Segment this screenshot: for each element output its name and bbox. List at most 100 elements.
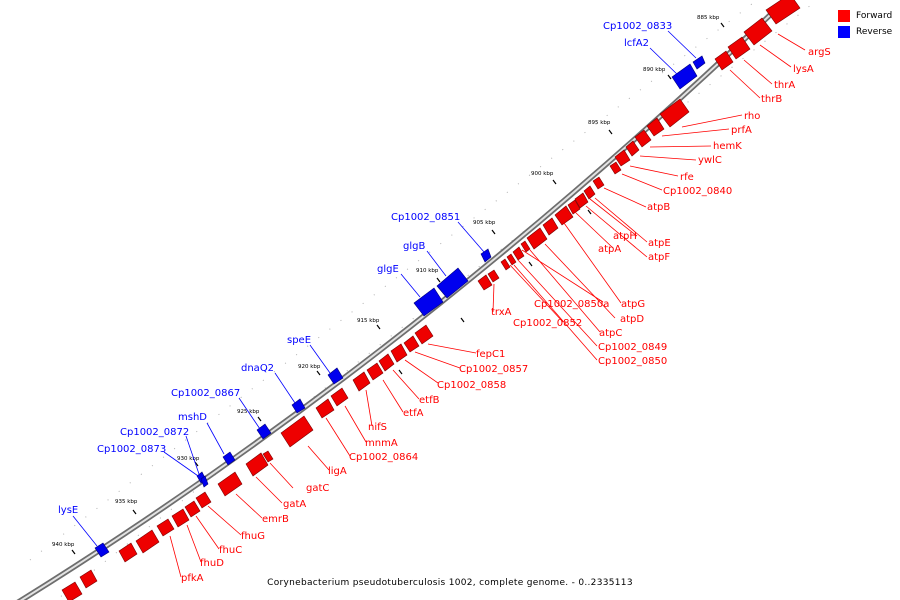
gene-label: ywlC bbox=[698, 155, 722, 166]
forward-gene-labels: argS lysA thrA thrB rho prfA hemK ywlC r… bbox=[181, 47, 831, 584]
reverse-genes bbox=[94, 55, 706, 558]
gene-label: nifS bbox=[368, 422, 387, 433]
gene-label: rfe bbox=[680, 172, 694, 183]
gene-Cp1002_0849[interactable] bbox=[512, 246, 525, 261]
gene-Cp1002_0867[interactable] bbox=[256, 423, 272, 440]
gene-label: atpF bbox=[648, 252, 670, 263]
gene-gatA[interactable] bbox=[245, 452, 269, 477]
gene-label: Cp1002_0850 bbox=[598, 356, 667, 367]
forward-genes bbox=[61, 0, 801, 600]
gene-thrB[interactable] bbox=[714, 50, 734, 71]
gene-atpB[interactable] bbox=[592, 176, 605, 190]
gene-atpA[interactable] bbox=[554, 205, 574, 226]
gene-unlabeled[interactable] bbox=[135, 529, 160, 554]
gene-atpH[interactable] bbox=[567, 199, 581, 215]
gene-glgB[interactable] bbox=[436, 267, 469, 299]
gene-ywlC[interactable] bbox=[625, 140, 640, 157]
gene-Cp1002_0850[interactable] bbox=[506, 253, 517, 266]
gene-fhuD[interactable] bbox=[171, 508, 190, 528]
gene-label: fhuG bbox=[241, 531, 265, 542]
gene-Cp1002_0858[interactable] bbox=[390, 343, 408, 363]
gene-label: hemK bbox=[713, 141, 742, 152]
tick-label: 930 kbp bbox=[177, 456, 200, 462]
gene-etfB[interactable] bbox=[378, 353, 395, 372]
gene-unlabeled[interactable] bbox=[61, 581, 83, 600]
gene-atpG[interactable] bbox=[542, 217, 559, 236]
gene-fhuG[interactable] bbox=[195, 491, 212, 509]
reverse-leader-lines bbox=[72, 30, 697, 547]
gene-prfA[interactable] bbox=[646, 117, 665, 137]
gene-trxA[interactable] bbox=[477, 274, 493, 291]
gene-Cp1002_0857[interactable] bbox=[403, 335, 420, 353]
gene-Cp1002_0840[interactable] bbox=[609, 161, 622, 175]
outer-dot-track bbox=[29, 0, 758, 561]
gene-label: atpG bbox=[621, 299, 645, 310]
gene-lcfA2[interactable] bbox=[671, 63, 698, 90]
tick-labels: 885 kbp 890 kbp 895 kbp 900 kbp 905 kbp … bbox=[52, 15, 720, 548]
gene-label: lcfA2 bbox=[624, 38, 649, 49]
strand-legend: Forward Reverse bbox=[838, 8, 892, 40]
gene-rho[interactable] bbox=[659, 98, 690, 128]
gene-speE[interactable] bbox=[327, 367, 344, 385]
gene-emrB[interactable] bbox=[217, 471, 243, 497]
legend-reverse-label: Reverse bbox=[856, 27, 893, 37]
forward-swatch bbox=[838, 10, 850, 22]
gene-label: trxA bbox=[491, 307, 512, 318]
gene-label: Cp1002_0852 bbox=[513, 318, 582, 329]
tick-label: 905 kbp bbox=[473, 220, 496, 226]
gene-label: Cp1002_0858 bbox=[437, 380, 506, 391]
gene-fhuC[interactable] bbox=[184, 500, 201, 518]
gene-label: Cp1002_0833 bbox=[603, 21, 672, 32]
gene-label: Cp1002_0849 bbox=[598, 342, 667, 353]
gene-nifS[interactable] bbox=[352, 371, 371, 392]
gene-Cp1002_0850a[interactable] bbox=[500, 258, 511, 271]
gene-Cp1002_0873[interactable] bbox=[200, 475, 209, 488]
gene-unlabeled[interactable] bbox=[79, 569, 98, 589]
gene-label: gatA bbox=[283, 499, 306, 510]
gene-label: atpD bbox=[620, 314, 644, 325]
legend-forward: Forward bbox=[838, 8, 892, 24]
gene-gatC[interactable] bbox=[262, 450, 274, 463]
gene-label: Cp1002_0867 bbox=[171, 388, 240, 399]
gene-mnmA[interactable] bbox=[330, 387, 349, 407]
gene-label: atpB bbox=[647, 202, 670, 213]
gene-fepC1[interactable] bbox=[414, 324, 434, 345]
gene-label: atpA bbox=[598, 244, 621, 255]
gene-argS[interactable] bbox=[765, 0, 801, 25]
gene-label: etfB bbox=[419, 395, 440, 406]
gene-label: fhuC bbox=[219, 545, 242, 556]
gene-atpD[interactable] bbox=[526, 227, 548, 250]
gene-glgE[interactable] bbox=[413, 287, 444, 317]
tick-label: 890 kbp bbox=[643, 67, 666, 73]
gene-mshD[interactable] bbox=[222, 451, 236, 466]
gene-Cp1002_0864[interactable] bbox=[315, 398, 335, 419]
gene-atpE[interactable] bbox=[583, 185, 596, 200]
gene-atpC[interactable] bbox=[520, 240, 531, 253]
gene-Cp1002_0852[interactable] bbox=[487, 269, 500, 283]
gene-pfkA[interactable] bbox=[156, 518, 175, 537]
gene-dnaQ2[interactable] bbox=[291, 398, 306, 414]
gene-label: emrB bbox=[262, 514, 289, 525]
gene-unlabeled[interactable] bbox=[118, 542, 138, 563]
gene-label: atpE bbox=[648, 238, 671, 249]
gene-ligA[interactable] bbox=[280, 415, 314, 448]
tick-label: 940 kbp bbox=[52, 542, 75, 548]
gene-Cp1002_0833[interactable] bbox=[692, 55, 706, 70]
gene-etfA[interactable] bbox=[366, 362, 384, 381]
gene-label: Cp1002_0864 bbox=[349, 452, 418, 463]
gene-label: argS bbox=[808, 47, 831, 58]
gene-rfe[interactable] bbox=[614, 149, 631, 167]
tick-label: 920 kbp bbox=[298, 364, 321, 370]
gene-label: ligA bbox=[328, 466, 347, 477]
gene-label: pfkA bbox=[181, 573, 204, 584]
gene-lysA[interactable] bbox=[743, 17, 773, 46]
gene-lysE[interactable] bbox=[94, 542, 110, 558]
gene-label: thrA bbox=[774, 80, 795, 91]
gene-Cp1002_0851[interactable] bbox=[480, 248, 492, 263]
gene-atpF[interactable] bbox=[574, 192, 589, 209]
tick-label: 885 kbp bbox=[697, 15, 720, 21]
gene-hemK[interactable] bbox=[634, 129, 652, 148]
gene-thrA[interactable] bbox=[727, 36, 751, 60]
tick-label: 915 kbp bbox=[357, 318, 380, 324]
gene-label: atpC bbox=[599, 328, 622, 339]
